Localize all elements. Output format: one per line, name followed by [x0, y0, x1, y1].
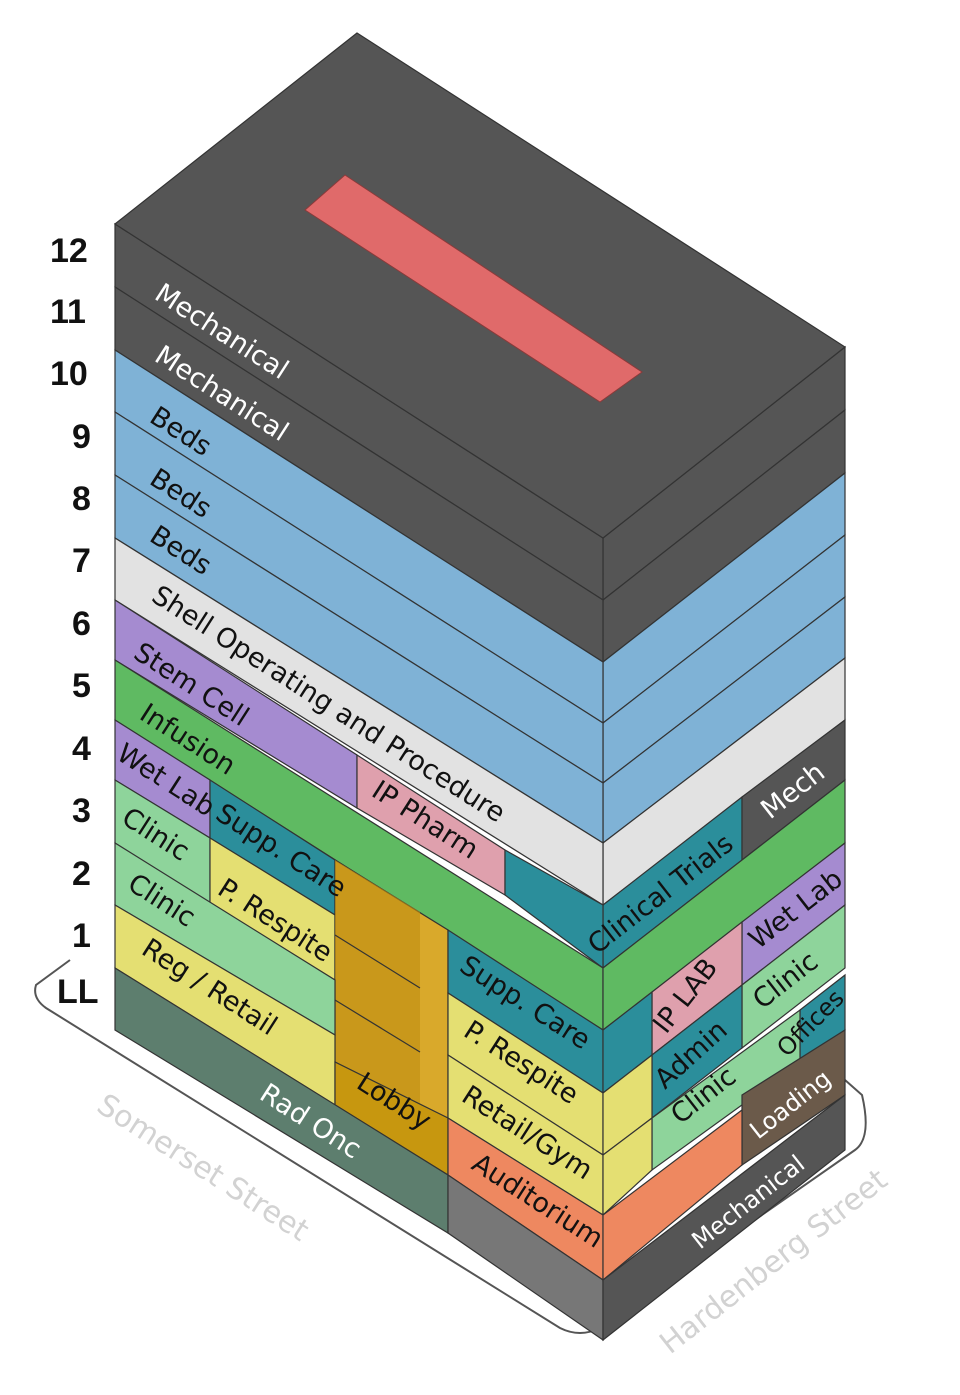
floor-number: 2 — [72, 855, 91, 893]
floor-number: 12 — [50, 232, 88, 270]
floor-number: 3 — [72, 792, 91, 830]
right-retail-1 — [602, 1116, 653, 1217]
right-face-upper — [602, 345, 846, 970]
floor-number-column: 12 11 10 9 8 7 6 5 4 3 2 1 LL — [50, 232, 99, 1011]
right-mechanical-ll — [602, 1093, 846, 1342]
floor-number: 5 — [72, 667, 91, 705]
site-outline — [34, 959, 867, 1334]
front-face-upper — [114, 222, 604, 907]
floor-number: LL — [57, 973, 99, 1011]
floor-number: 1 — [72, 917, 91, 955]
right-auditorium — [602, 1108, 743, 1282]
roof-feature — [304, 174, 643, 403]
floor-number: 7 — [72, 542, 91, 580]
floor-number: 9 — [72, 418, 91, 456]
floor-number: 6 — [72, 605, 91, 643]
floor-number: 11 — [50, 293, 86, 331]
floor-number: 10 — [50, 355, 88, 393]
floor-number: 4 — [72, 730, 91, 768]
floor-number: 8 — [72, 480, 91, 518]
